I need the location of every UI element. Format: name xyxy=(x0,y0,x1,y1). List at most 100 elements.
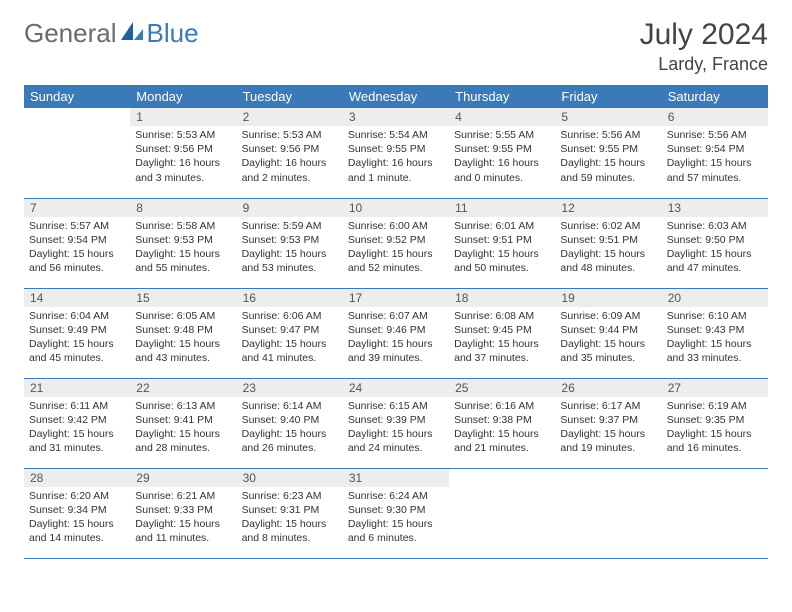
calendar-day-cell: 10Sunrise: 6:00 AMSunset: 9:52 PMDayligh… xyxy=(343,198,449,288)
calendar-day-cell: 11Sunrise: 6:01 AMSunset: 9:51 PMDayligh… xyxy=(449,198,555,288)
sunrise-text: Sunrise: 6:04 AM xyxy=(29,309,125,323)
sunrise-text: Sunrise: 6:07 AM xyxy=(348,309,444,323)
daylight-text: Daylight: 15 hours and 52 minutes. xyxy=(348,247,444,275)
calendar-day-cell: 15Sunrise: 6:05 AMSunset: 9:48 PMDayligh… xyxy=(130,288,236,378)
weekday-header: Tuesday xyxy=(237,85,343,108)
sunrise-text: Sunrise: 5:59 AM xyxy=(242,219,338,233)
day-details: Sunrise: 5:56 AMSunset: 9:54 PMDaylight:… xyxy=(662,126,768,189)
day-details: Sunrise: 5:53 AMSunset: 9:56 PMDaylight:… xyxy=(130,126,236,189)
sunset-text: Sunset: 9:33 PM xyxy=(135,503,231,517)
day-details: Sunrise: 5:58 AMSunset: 9:53 PMDaylight:… xyxy=(130,217,236,280)
day-details: Sunrise: 6:23 AMSunset: 9:31 PMDaylight:… xyxy=(237,487,343,550)
sunset-text: Sunset: 9:37 PM xyxy=(560,413,656,427)
day-details: Sunrise: 6:07 AMSunset: 9:46 PMDaylight:… xyxy=(343,307,449,370)
day-number: 27 xyxy=(662,379,768,397)
daylight-text: Daylight: 15 hours and 50 minutes. xyxy=(454,247,550,275)
day-details: Sunrise: 6:19 AMSunset: 9:35 PMDaylight:… xyxy=(662,397,768,460)
calendar-day-cell: 26Sunrise: 6:17 AMSunset: 9:37 PMDayligh… xyxy=(555,378,661,468)
sunrise-text: Sunrise: 6:19 AM xyxy=(667,399,763,413)
sunset-text: Sunset: 9:41 PM xyxy=(135,413,231,427)
sunset-text: Sunset: 9:30 PM xyxy=(348,503,444,517)
logo: General Blue xyxy=(24,18,199,49)
calendar-day-cell xyxy=(449,468,555,558)
day-number: 21 xyxy=(24,379,130,397)
calendar-day-cell: 13Sunrise: 6:03 AMSunset: 9:50 PMDayligh… xyxy=(662,198,768,288)
sunset-text: Sunset: 9:39 PM xyxy=(348,413,444,427)
sunset-text: Sunset: 9:47 PM xyxy=(242,323,338,337)
weekday-header: Sunday xyxy=(24,85,130,108)
day-details: Sunrise: 5:54 AMSunset: 9:55 PMDaylight:… xyxy=(343,126,449,189)
day-number: 9 xyxy=(237,199,343,217)
day-number: 3 xyxy=(343,108,449,126)
calendar-day-cell: 25Sunrise: 6:16 AMSunset: 9:38 PMDayligh… xyxy=(449,378,555,468)
daylight-text: Daylight: 15 hours and 8 minutes. xyxy=(242,517,338,545)
calendar-week-row: 14Sunrise: 6:04 AMSunset: 9:49 PMDayligh… xyxy=(24,288,768,378)
day-number: 5 xyxy=(555,108,661,126)
sunrise-text: Sunrise: 6:21 AM xyxy=(135,489,231,503)
sunset-text: Sunset: 9:43 PM xyxy=(667,323,763,337)
calendar-day-cell: 1Sunrise: 5:53 AMSunset: 9:56 PMDaylight… xyxy=(130,108,236,198)
day-number: 19 xyxy=(555,289,661,307)
sunrise-text: Sunrise: 5:57 AM xyxy=(29,219,125,233)
calendar-day-cell: 24Sunrise: 6:15 AMSunset: 9:39 PMDayligh… xyxy=(343,378,449,468)
calendar-day-cell xyxy=(555,468,661,558)
day-details: Sunrise: 6:00 AMSunset: 9:52 PMDaylight:… xyxy=(343,217,449,280)
calendar-table: SundayMondayTuesdayWednesdayThursdayFrid… xyxy=(24,85,768,559)
daylight-text: Daylight: 15 hours and 33 minutes. xyxy=(667,337,763,365)
daylight-text: Daylight: 15 hours and 56 minutes. xyxy=(29,247,125,275)
day-number: 18 xyxy=(449,289,555,307)
day-number: 17 xyxy=(343,289,449,307)
calendar-day-cell: 29Sunrise: 6:21 AMSunset: 9:33 PMDayligh… xyxy=(130,468,236,558)
day-details: Sunrise: 5:55 AMSunset: 9:55 PMDaylight:… xyxy=(449,126,555,189)
daylight-text: Daylight: 15 hours and 24 minutes. xyxy=(348,427,444,455)
weekday-header: Monday xyxy=(130,85,236,108)
sunset-text: Sunset: 9:34 PM xyxy=(29,503,125,517)
sunrise-text: Sunrise: 6:03 AM xyxy=(667,219,763,233)
sunset-text: Sunset: 9:49 PM xyxy=(29,323,125,337)
sunset-text: Sunset: 9:42 PM xyxy=(29,413,125,427)
calendar-week-row: 21Sunrise: 6:11 AMSunset: 9:42 PMDayligh… xyxy=(24,378,768,468)
sunrise-text: Sunrise: 6:15 AM xyxy=(348,399,444,413)
sunrise-text: Sunrise: 6:10 AM xyxy=(667,309,763,323)
sunset-text: Sunset: 9:54 PM xyxy=(667,142,763,156)
daylight-text: Daylight: 15 hours and 6 minutes. xyxy=(348,517,444,545)
calendar-day-cell: 20Sunrise: 6:10 AMSunset: 9:43 PMDayligh… xyxy=(662,288,768,378)
daylight-text: Daylight: 15 hours and 11 minutes. xyxy=(135,517,231,545)
calendar-day-cell: 12Sunrise: 6:02 AMSunset: 9:51 PMDayligh… xyxy=(555,198,661,288)
location-label: Lardy, France xyxy=(640,54,768,75)
day-number: 23 xyxy=(237,379,343,397)
day-details: Sunrise: 6:08 AMSunset: 9:45 PMDaylight:… xyxy=(449,307,555,370)
day-details: Sunrise: 5:56 AMSunset: 9:55 PMDaylight:… xyxy=(555,126,661,189)
logo-text-general: General xyxy=(24,18,117,49)
calendar-day-cell: 31Sunrise: 6:24 AMSunset: 9:30 PMDayligh… xyxy=(343,468,449,558)
day-details: Sunrise: 6:06 AMSunset: 9:47 PMDaylight:… xyxy=(237,307,343,370)
calendar-week-row: 1Sunrise: 5:53 AMSunset: 9:56 PMDaylight… xyxy=(24,108,768,198)
daylight-text: Daylight: 15 hours and 59 minutes. xyxy=(560,156,656,184)
calendar-day-cell: 28Sunrise: 6:20 AMSunset: 9:34 PMDayligh… xyxy=(24,468,130,558)
daylight-text: Daylight: 15 hours and 31 minutes. xyxy=(29,427,125,455)
daylight-text: Daylight: 15 hours and 21 minutes. xyxy=(454,427,550,455)
day-details: Sunrise: 6:15 AMSunset: 9:39 PMDaylight:… xyxy=(343,397,449,460)
daylight-text: Daylight: 15 hours and 28 minutes. xyxy=(135,427,231,455)
daylight-text: Daylight: 15 hours and 55 minutes. xyxy=(135,247,231,275)
sunrise-text: Sunrise: 5:56 AM xyxy=(667,128,763,142)
sunrise-text: Sunrise: 6:23 AM xyxy=(242,489,338,503)
day-number: 1 xyxy=(130,108,236,126)
day-details: Sunrise: 6:13 AMSunset: 9:41 PMDaylight:… xyxy=(130,397,236,460)
sunrise-text: Sunrise: 6:16 AM xyxy=(454,399,550,413)
sunset-text: Sunset: 9:53 PM xyxy=(242,233,338,247)
daylight-text: Daylight: 15 hours and 16 minutes. xyxy=(667,427,763,455)
daylight-text: Daylight: 15 hours and 26 minutes. xyxy=(242,427,338,455)
calendar-day-cell: 19Sunrise: 6:09 AMSunset: 9:44 PMDayligh… xyxy=(555,288,661,378)
calendar-day-cell: 4Sunrise: 5:55 AMSunset: 9:55 PMDaylight… xyxy=(449,108,555,198)
sunrise-text: Sunrise: 6:08 AM xyxy=(454,309,550,323)
daylight-text: Daylight: 16 hours and 1 minute. xyxy=(348,156,444,184)
sunrise-text: Sunrise: 6:24 AM xyxy=(348,489,444,503)
calendar-day-cell: 7Sunrise: 5:57 AMSunset: 9:54 PMDaylight… xyxy=(24,198,130,288)
sunrise-text: Sunrise: 6:05 AM xyxy=(135,309,231,323)
day-details: Sunrise: 6:02 AMSunset: 9:51 PMDaylight:… xyxy=(555,217,661,280)
day-number: 10 xyxy=(343,199,449,217)
sunrise-text: Sunrise: 5:54 AM xyxy=(348,128,444,142)
day-number: 7 xyxy=(24,199,130,217)
daylight-text: Daylight: 15 hours and 41 minutes. xyxy=(242,337,338,365)
